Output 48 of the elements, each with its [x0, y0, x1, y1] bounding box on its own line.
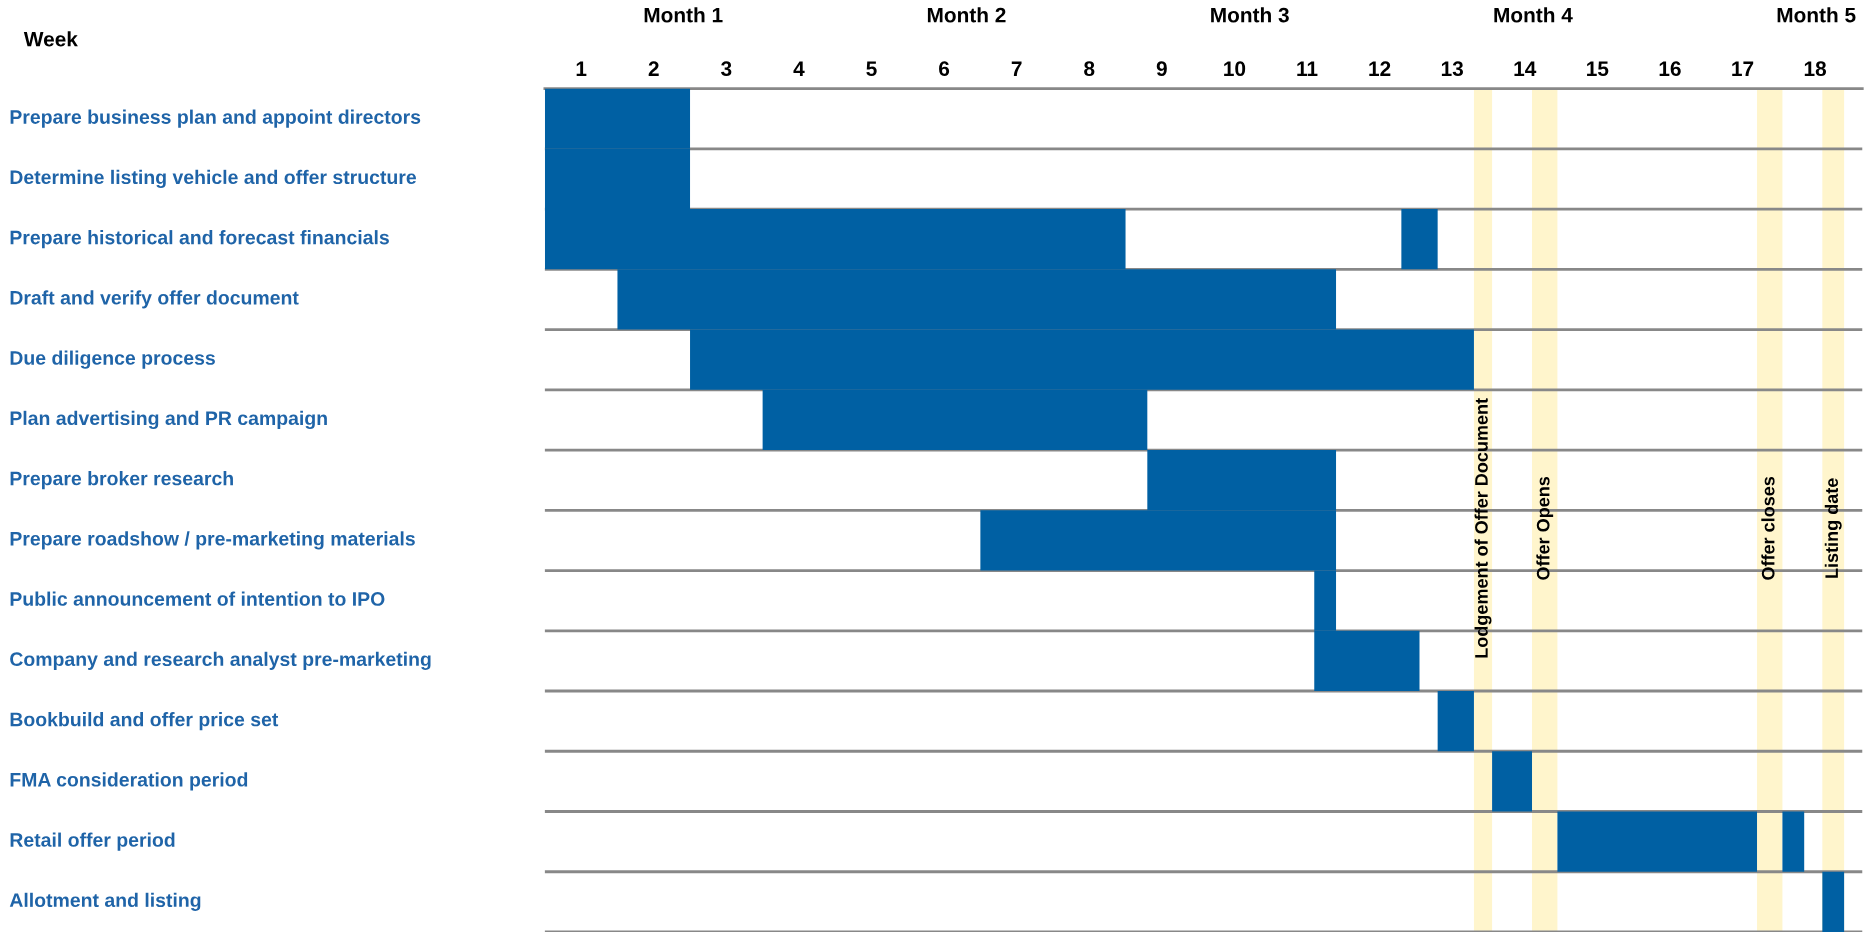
- band-label: Lodgement of Offer Document: [1474, 398, 1492, 658]
- x-tick-label: 3: [721, 61, 732, 77]
- x-tick-label: 14: [1514, 61, 1537, 76]
- y-tick-label: Bookbuild and offer price set: [10, 712, 279, 731]
- y-tick-label: Due diligence process: [10, 350, 215, 369]
- x-tick-label: 6: [939, 61, 950, 77]
- y-tick-label: Prepare broker research: [10, 471, 233, 490]
- x-tick-label: 9: [1156, 61, 1167, 77]
- bar: [1437, 691, 1474, 752]
- band-label: Offer Opens: [1536, 476, 1554, 580]
- bar: [1782, 811, 1805, 872]
- x-tick-label: 15: [1587, 61, 1609, 77]
- x-tick-label: 5: [866, 61, 877, 77]
- x-tick-label: 17: [1732, 61, 1754, 76]
- x-axis-title: Week: [23, 31, 78, 47]
- x-tick-label: 2: [648, 61, 659, 76]
- y-tick-label: Plan advertising and PR campaign: [10, 410, 327, 429]
- y-tick-label: FMA consideration period: [10, 772, 248, 791]
- text: Month 3: [1211, 7, 1289, 23]
- x-tick-label: 16: [1659, 61, 1681, 77]
- y-tick-label: Public announcement of intention to IPO: [10, 591, 385, 606]
- y-tick-label: Company and research analyst pre-marketing: [10, 651, 431, 670]
- x-tick-label: 4: [793, 61, 805, 76]
- y-tick-label: Determine listing vehicle and offer structure: [10, 169, 417, 189]
- y-tick-label: Prepare roadshow / pre-marketing materials: [10, 531, 415, 550]
- band-label: Offer closes: [1761, 476, 1775, 580]
- x-tick-label: 1: [576, 61, 587, 76]
- x-tick-label: 12: [1369, 61, 1391, 76]
- bar: [1822, 871, 1845, 932]
- y-tick-label: Draft and verify offer document: [10, 290, 299, 309]
- x-tick-label: 8: [1084, 61, 1095, 77]
- x-tick-label: 18: [1804, 61, 1827, 77]
- band-label: Listing date: [1824, 478, 1842, 578]
- x-tick-label: 11: [1297, 61, 1318, 76]
- text: Month 2: [927, 7, 1006, 23]
- y-tick-label: Prepare historical and forecast financials: [10, 230, 389, 249]
- x-tick-label: 10: [1224, 61, 1246, 77]
- text: Month 1: [644, 7, 723, 23]
- bar: [1401, 209, 1438, 270]
- x-tick-label: 7: [1011, 61, 1022, 76]
- x-tick-label: 13: [1441, 61, 1463, 77]
- text: Month 5: [1777, 7, 1856, 23]
- text: Month 4: [1494, 7, 1573, 23]
- bar: [1557, 811, 1758, 872]
- bar: [1492, 751, 1533, 812]
- y-tick-label: Allotment and listing: [9, 892, 201, 911]
- y-tick-label: Retail offer period: [10, 832, 175, 851]
- y-tick-label: Prepare business plan and appoint directors: [10, 109, 421, 128]
